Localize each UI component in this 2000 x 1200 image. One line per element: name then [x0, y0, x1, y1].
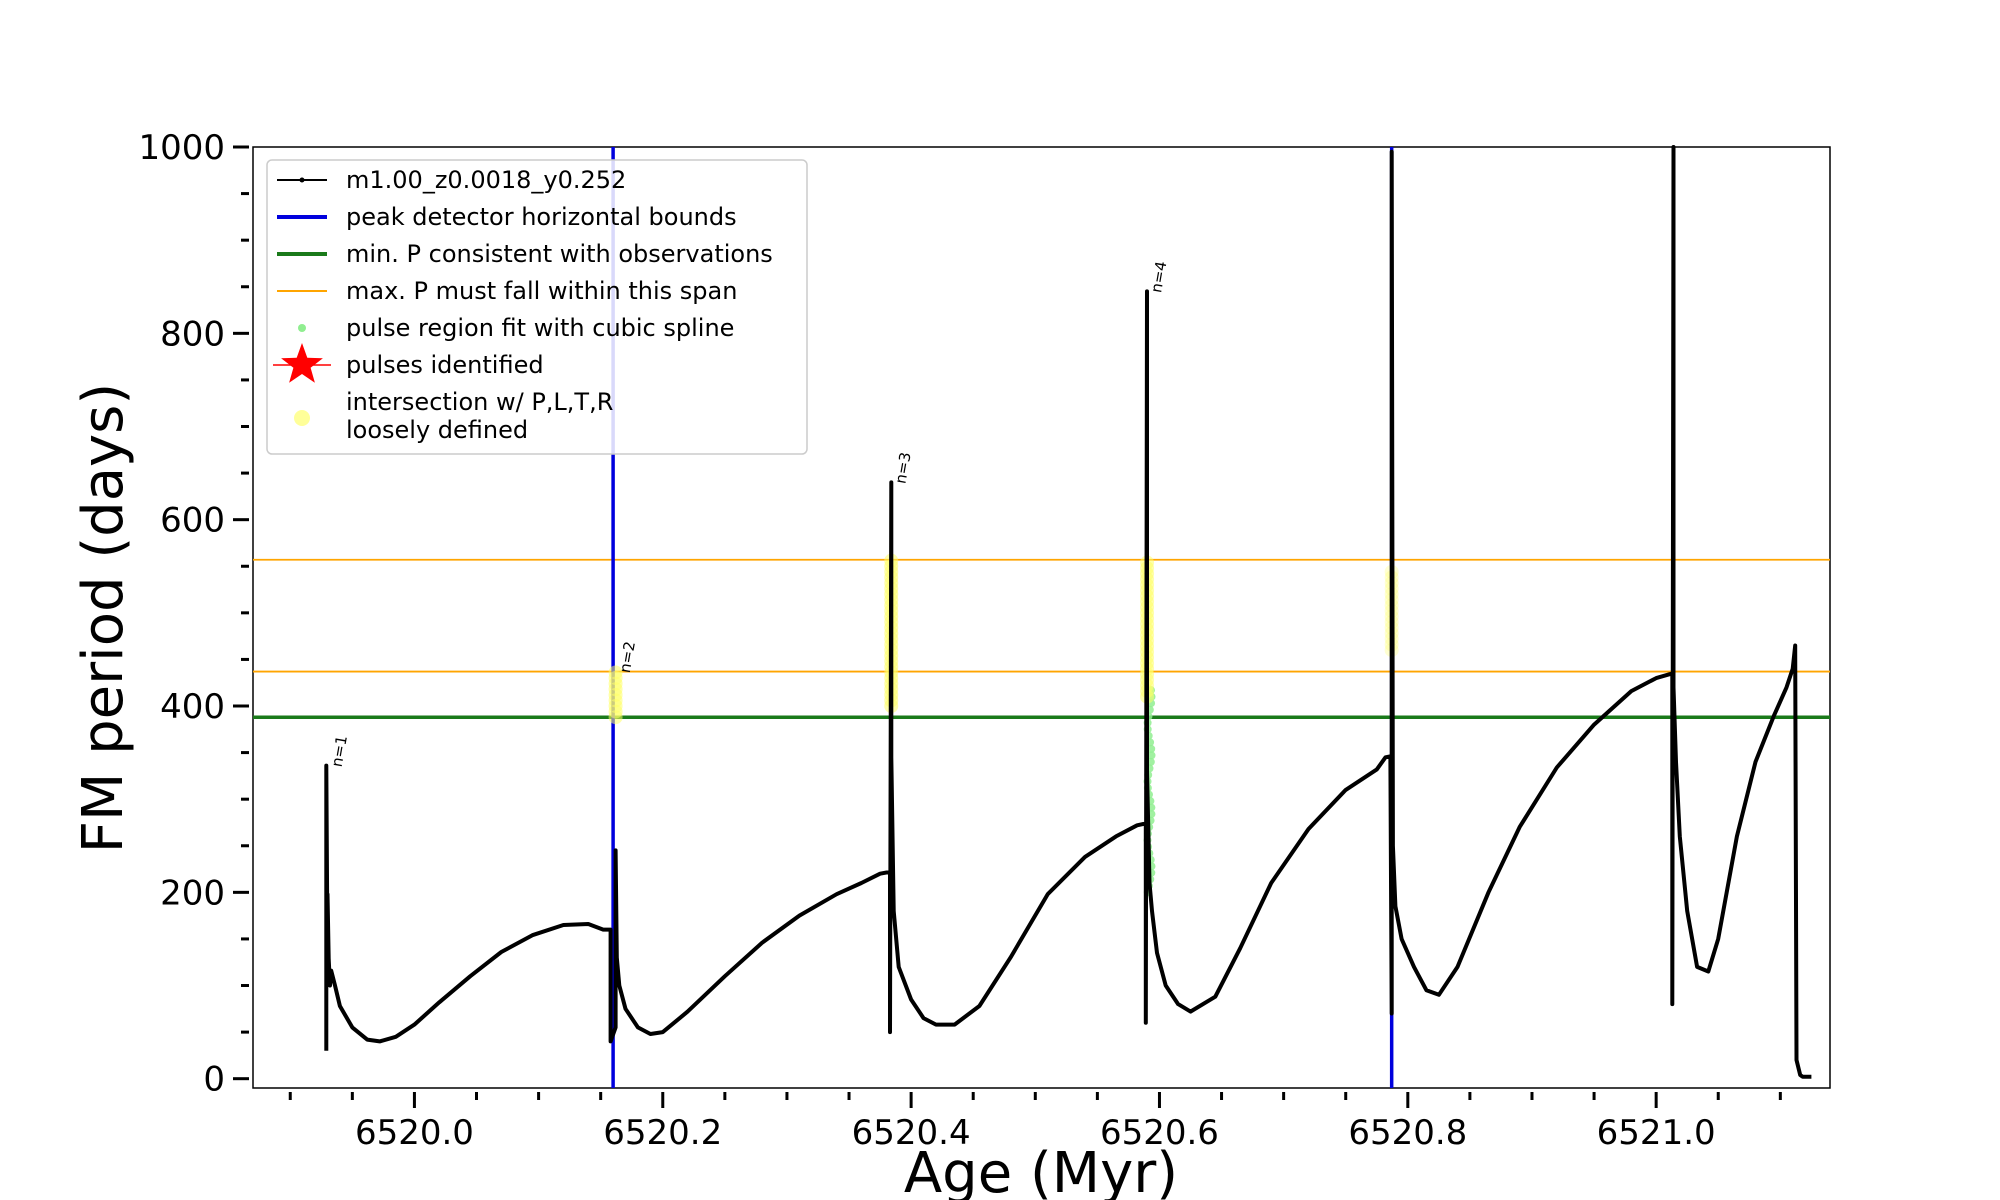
legend-box — [266, 159, 808, 455]
y-tick-label: 400 — [160, 687, 225, 727]
legend-swatch-star — [281, 343, 323, 383]
legend-entry: max. P must fall within this span — [277, 277, 737, 305]
legend-entry: m1.00_z0.0018_y0.252 — [277, 166, 626, 194]
legend-swatch — [298, 324, 306, 332]
series-group — [324, 145, 1812, 1079]
x-tick-label: 6520.4 — [852, 1113, 971, 1153]
legend-entry: pulses identified — [273, 343, 544, 383]
pulse-label: n=4 — [1147, 260, 1170, 294]
pulse-label: n=3 — [891, 451, 914, 485]
pulse-label: n=2 — [616, 640, 639, 674]
legend-entry: pulse region fit with cubic spline — [298, 314, 734, 342]
intersection-point — [608, 665, 623, 680]
y-tick-label: 200 — [160, 873, 225, 913]
legend-label: intersection w/ P,L,T,R — [346, 388, 613, 416]
legend-swatch-marker — [299, 177, 305, 183]
legend-swatch — [294, 410, 310, 426]
spline-fit-point — [1147, 744, 1156, 753]
legend-label: min. P consistent with observations — [346, 240, 773, 268]
spline-fit-point — [1147, 751, 1156, 760]
legend-entry: peak detector horizontal bounds — [277, 203, 737, 231]
y-tick-label: 1000 — [138, 128, 225, 168]
legend-label: m1.00_z0.0018_y0.252 — [346, 166, 626, 194]
legend-label: pulse region fit with cubic spline — [346, 314, 734, 342]
series-line — [324, 145, 1812, 1079]
y-tick-label: 800 — [160, 314, 225, 354]
legend-entry: min. P consistent with observations — [277, 240, 773, 268]
legend-label-line2: loosely defined — [346, 416, 528, 444]
y-axis-label: FM period (days) — [71, 383, 136, 853]
pulse-label: n=1 — [328, 734, 351, 768]
x-axis-label: Age (Myr) — [904, 1141, 1178, 1200]
pulse-labels: n=1 n=2 n=3 n=4 — [328, 260, 1171, 768]
x-tick-label: 6520.6 — [1100, 1113, 1219, 1153]
legend-label: pulses identified — [346, 351, 544, 379]
horizontal-reference-lines — [253, 558, 1830, 719]
y-tick-label: 600 — [160, 501, 225, 541]
legend-label: peak detector horizontal bounds — [346, 203, 737, 231]
x-tick-label: 6520.0 — [355, 1113, 474, 1153]
x-axis-ticks: 6520.0 6520.2 6520.4 6520.6 6520.8 6521.0 — [288, 1092, 1782, 1153]
x-tick-label: 6520.2 — [603, 1113, 722, 1153]
x-tick-label: 6520.8 — [1348, 1113, 1467, 1153]
x-tick-label: 6521.0 — [1597, 1113, 1716, 1153]
y-axis-ticks: 0 200 400 600 800 1000 — [138, 128, 249, 1100]
legend-label: max. P must fall within this span — [346, 277, 737, 305]
y-tick-label: 0 — [203, 1060, 225, 1100]
